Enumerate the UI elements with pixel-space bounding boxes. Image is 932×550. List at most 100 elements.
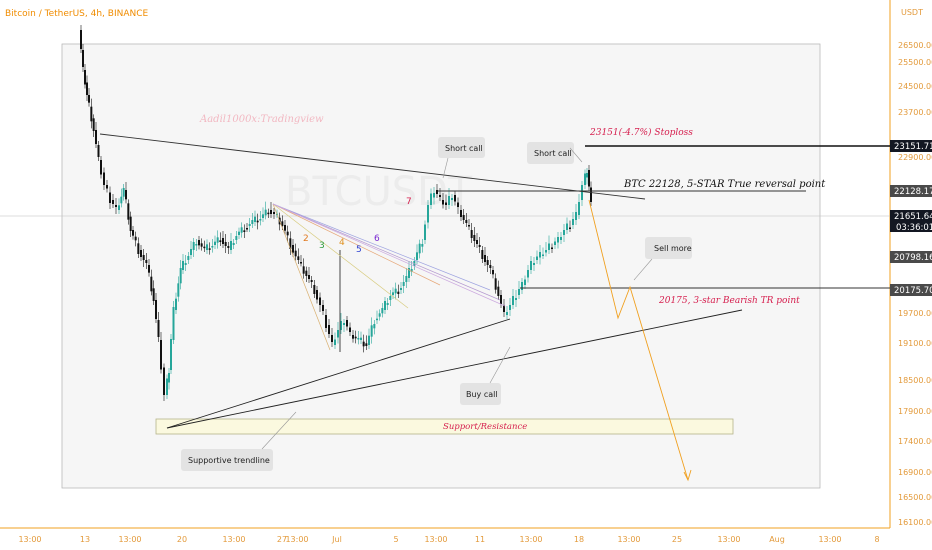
candle-body [316, 290, 318, 300]
time-tick-label: 13 [80, 535, 90, 544]
candle-body [497, 286, 500, 296]
callout-sell-more[interactable]: Sell more [633, 237, 692, 281]
candle-body [170, 339, 172, 370]
price-tick-label: 17400.00 [898, 437, 932, 446]
candle-body [168, 373, 170, 383]
candle-body [362, 341, 365, 347]
candle-body [354, 336, 357, 339]
candle-body [473, 235, 476, 241]
candle-body [476, 240, 478, 244]
candle-body [284, 225, 286, 231]
time-tick-label: 11 [475, 535, 485, 544]
candle-body [155, 300, 157, 319]
candle-body [214, 241, 216, 245]
candle-body [198, 240, 200, 246]
candle-body [308, 275, 310, 279]
candle-body [273, 212, 275, 214]
candle-body [509, 305, 511, 310]
time-tick-label: 13:00 [285, 535, 308, 544]
candle-body [360, 337, 362, 340]
price-tick-label: 16500.00 [898, 493, 932, 502]
candle-body [219, 240, 222, 242]
candle-body [506, 312, 508, 315]
candle-body [109, 192, 111, 203]
candle-body [584, 173, 586, 185]
candle-body [448, 196, 450, 205]
price-tick-label: 22900.00 [898, 153, 932, 162]
candle-body [97, 145, 100, 157]
candle-body [82, 50, 84, 67]
time-tick-label: 13:00 [519, 535, 542, 544]
candle-body [405, 276, 408, 282]
candle-body [586, 173, 588, 178]
callout-buy-call[interactable]: Buy call [460, 346, 511, 405]
price-label-box: 20798.16 [890, 251, 932, 263]
callout-supportive-trendline[interactable]: Supportive trendline [181, 411, 297, 471]
time-tick-label: 8 [874, 535, 879, 544]
candle-body [478, 245, 481, 247]
candle-body [187, 256, 190, 260]
candle-body [254, 216, 256, 222]
callout-short-call-1[interactable]: Short call [438, 137, 485, 179]
candle-body [542, 254, 544, 256]
candle-body [408, 268, 410, 278]
candle-body [454, 195, 456, 202]
price-tick-label: 19100.00 [898, 339, 932, 348]
candle-body [190, 249, 192, 255]
svg-text:23151.71: 23151.71 [894, 142, 932, 152]
candle-body [416, 252, 418, 260]
candle-body [512, 296, 514, 305]
candle-body [134, 236, 137, 241]
time-tick-label: 25 [672, 535, 682, 544]
candle-body [386, 303, 389, 305]
svg-text:5: 5 [356, 245, 362, 255]
candle-body [427, 205, 429, 223]
time-tick-label: 13:00 [118, 535, 141, 544]
candle-body [548, 243, 550, 250]
candle-body [503, 305, 505, 312]
time-tick-label: 13:00 [18, 535, 41, 544]
support-resistance-zone [155, 418, 734, 435]
candle-body [322, 305, 324, 311]
candle-body [381, 308, 384, 314]
candle-body [224, 242, 227, 246]
candle-body [357, 338, 360, 340]
candle-body [150, 276, 153, 292]
candle-body [267, 212, 270, 215]
candle-body [554, 241, 556, 245]
time-tick-label: 13:00 [424, 535, 447, 544]
candle-body [145, 260, 148, 263]
candle-body [200, 243, 203, 247]
price-tick-label: 16900.00 [898, 468, 932, 477]
candle-body [184, 263, 187, 265]
candle-body [524, 279, 526, 285]
svg-text:7: 7 [406, 197, 412, 207]
candle-body [373, 324, 376, 329]
candle-body [451, 198, 453, 200]
candle-body [84, 70, 86, 85]
candle-body [302, 266, 305, 274]
candle-body [195, 244, 198, 246]
callout-short-call-2[interactable]: Short call [527, 142, 583, 164]
candle-body [179, 268, 182, 284]
candle-body [334, 339, 336, 345]
candle-body [418, 243, 421, 254]
candle-body [95, 130, 97, 144]
candle-body [445, 202, 447, 205]
svg-text:6: 6 [374, 234, 380, 244]
candle-body [115, 205, 117, 207]
candle-body [206, 244, 208, 250]
candle-body [86, 82, 88, 95]
candle-body [297, 256, 300, 260]
price-tick-label: 26500.00 [898, 41, 932, 50]
candle-body [262, 214, 264, 218]
candle-body [232, 243, 235, 245]
candle-body [337, 330, 339, 338]
stoploss-annotation: 23151(-4.7%) Stoploss [589, 127, 693, 138]
candle-body [400, 288, 402, 290]
time-tick-label: 27 [277, 535, 287, 544]
time-tick-label: 18 [574, 535, 584, 544]
